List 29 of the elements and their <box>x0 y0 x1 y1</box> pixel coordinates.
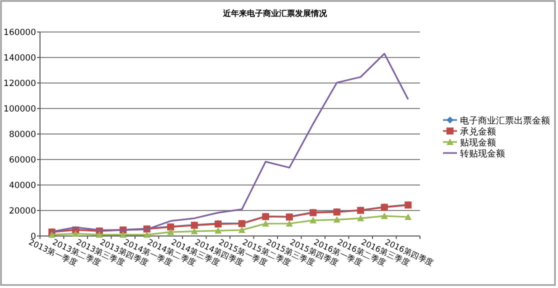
point <box>310 216 317 224</box>
legend-label: 承兑金额 <box>460 126 496 138</box>
point <box>380 212 388 219</box>
point <box>214 227 222 234</box>
y-tick-label: 140000 <box>4 54 36 64</box>
y-tick-label: 80000 <box>8 130 36 140</box>
legend-label: 电子商业汇票出票金额 <box>460 116 550 126</box>
point <box>120 231 127 238</box>
y-tick-label: 40000 <box>8 181 36 191</box>
y-tick-label: 160000 <box>4 28 36 38</box>
point <box>286 220 293 227</box>
point <box>72 230 80 237</box>
point <box>238 226 246 234</box>
point <box>357 214 364 222</box>
point <box>262 220 270 227</box>
y-tick-label: 20000 <box>8 206 36 216</box>
legend-label: 贴现金额 <box>460 138 496 148</box>
point <box>96 231 103 238</box>
chart-title: 近年来电子商业汇票发展情况 <box>222 8 328 18</box>
y-tick-label: 100000 <box>4 104 36 114</box>
y-tick-label: 60000 <box>8 156 36 166</box>
point <box>167 228 174 236</box>
point <box>333 216 340 223</box>
point <box>48 231 56 238</box>
legend-label: 转贴现金额 <box>460 148 505 160</box>
point <box>143 231 150 238</box>
y-tick-label: 120000 <box>4 79 36 89</box>
point <box>190 228 198 234</box>
point <box>404 214 412 220</box>
